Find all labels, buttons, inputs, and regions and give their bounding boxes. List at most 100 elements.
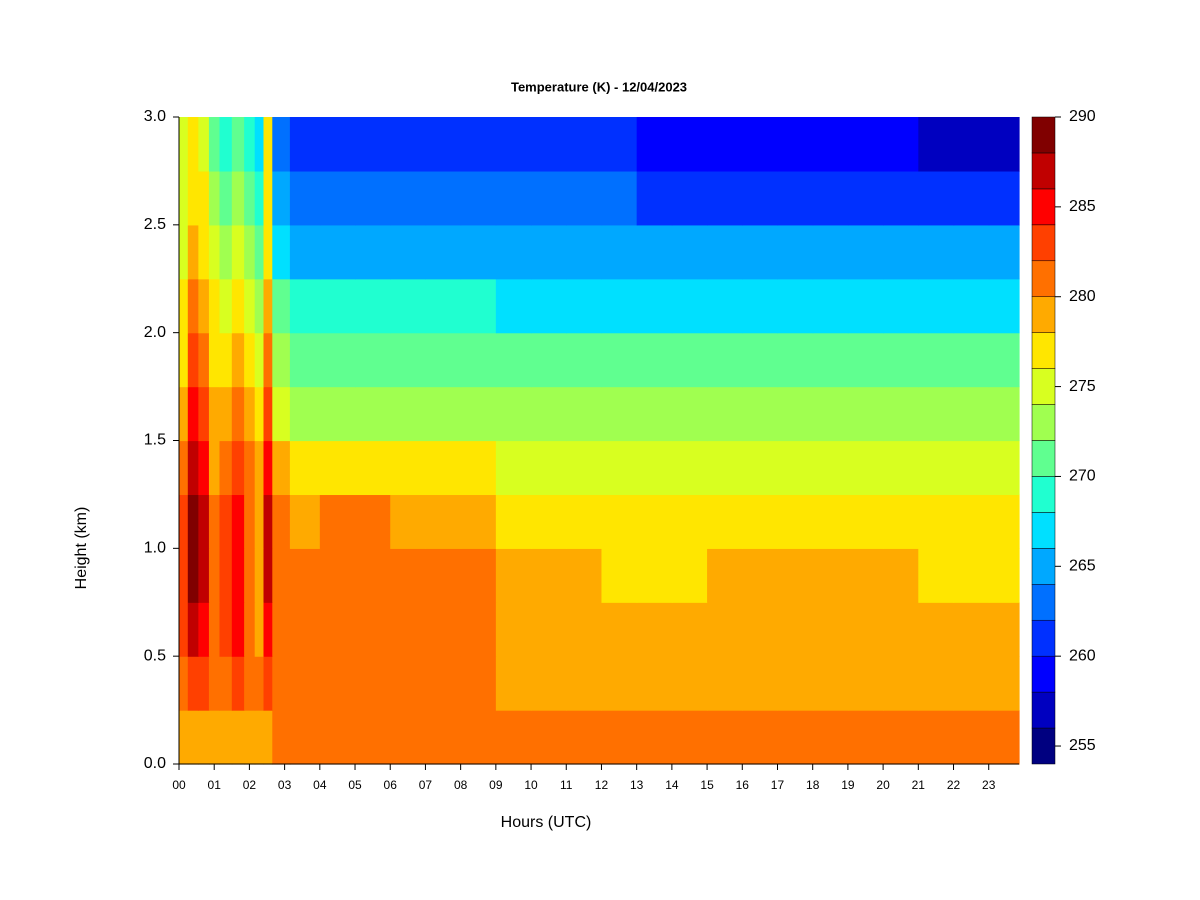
contour-cell (601, 602, 638, 657)
colorbar-tick-label: 275 (1069, 378, 1096, 395)
contour-cell (289, 710, 321, 765)
contour-cell (208, 224, 221, 280)
contour-cell (244, 494, 256, 549)
contour-cell (289, 117, 321, 172)
contour-cell (319, 602, 356, 657)
contour-cell (460, 278, 497, 334)
contour-cell (883, 170, 919, 226)
contour-cell (636, 548, 673, 603)
contour-cell (566, 656, 603, 711)
contour-cell (531, 656, 567, 711)
contour-cell (231, 278, 245, 334)
contour-cell (208, 494, 221, 549)
contour-cell (179, 332, 189, 388)
contour-cell (531, 278, 567, 334)
contour-cell (219, 117, 233, 172)
contour-cell (198, 656, 210, 711)
contour-cell (355, 117, 391, 172)
contour-cell (988, 332, 1020, 388)
contour-cell (847, 602, 884, 657)
contour-cell (531, 494, 567, 549)
contour-cell (601, 278, 638, 334)
contour-cell (179, 440, 189, 496)
contour-cell (742, 440, 779, 496)
contour-cell (231, 548, 245, 603)
contour-cell (208, 710, 221, 765)
contour-cell (289, 170, 321, 226)
contour-cell (566, 278, 603, 334)
contour-cell (231, 170, 245, 226)
colorbar-swatch (1031, 584, 1056, 621)
contour-cell (179, 548, 189, 603)
contour-cell (319, 170, 356, 226)
contour-cell (883, 548, 919, 603)
contour-cell (319, 494, 356, 549)
contour-cell (179, 602, 189, 657)
contour-cell (601, 224, 638, 280)
contour-cell (254, 602, 265, 657)
contour-cell (601, 494, 638, 549)
contour-cell (390, 710, 427, 765)
contour-cell (425, 494, 462, 549)
contour-cell (495, 656, 532, 711)
contour-cell (244, 710, 256, 765)
contour-cell (566, 386, 603, 442)
contour-cell (187, 494, 199, 549)
contour-cell (953, 548, 990, 603)
contour-cell (187, 602, 199, 657)
contour-cell (531, 602, 567, 657)
contour-cell (812, 332, 849, 388)
contour-cell (425, 278, 462, 334)
contour-cell (636, 278, 673, 334)
colorbar-swatch (1031, 512, 1056, 549)
contour-cell (198, 548, 210, 603)
contour-cell (566, 117, 603, 172)
contour-cell (601, 548, 638, 603)
contour-cell (988, 602, 1020, 657)
contour-cell (390, 117, 427, 172)
contour-cell (319, 386, 356, 442)
contour-cell (601, 332, 638, 388)
contour-cell (231, 224, 245, 280)
contour-cell (254, 656, 265, 711)
x-tick-label: 01 (208, 778, 222, 792)
contour-cell (263, 224, 273, 280)
colorbar-swatch (1031, 224, 1056, 262)
contour-cell (187, 170, 199, 226)
contour-cell (847, 440, 884, 496)
colorbar-tick-label: 290 (1069, 108, 1096, 125)
colorbar-swatch (1031, 619, 1056, 657)
contour-cell (289, 278, 321, 334)
colorbar-swatch (1031, 188, 1056, 226)
contour-cell (390, 602, 427, 657)
colorbar-tick-label: 285 (1069, 198, 1096, 215)
contour-cell (883, 386, 919, 442)
contour-cell (707, 117, 743, 172)
contour-cell (272, 710, 291, 765)
contour-cell (198, 386, 210, 442)
contour-cell (495, 548, 532, 603)
contour-cell (244, 386, 256, 442)
contour-cell (390, 170, 427, 226)
contour-cell (219, 278, 233, 334)
contour-cell (812, 548, 849, 603)
contour-cell (918, 494, 955, 549)
contour-cell (219, 494, 233, 549)
contour-cell (179, 224, 189, 280)
contour-cell (254, 278, 265, 334)
contour-cell (531, 117, 567, 172)
contour-cell (883, 224, 919, 280)
x-axis-label: Hours (UTC) (501, 814, 592, 831)
x-tick-label: 02 (243, 778, 257, 792)
contour-cell (355, 332, 391, 388)
x-tick-label: 17 (771, 778, 785, 792)
contour-cell (918, 656, 955, 711)
contour-cell (777, 656, 814, 711)
contour-cell (244, 656, 256, 711)
contour-cell (319, 710, 356, 765)
contour-cell (671, 710, 708, 765)
contour-cell (263, 548, 273, 603)
contour-cell (272, 494, 291, 549)
contour-cell (263, 656, 273, 711)
